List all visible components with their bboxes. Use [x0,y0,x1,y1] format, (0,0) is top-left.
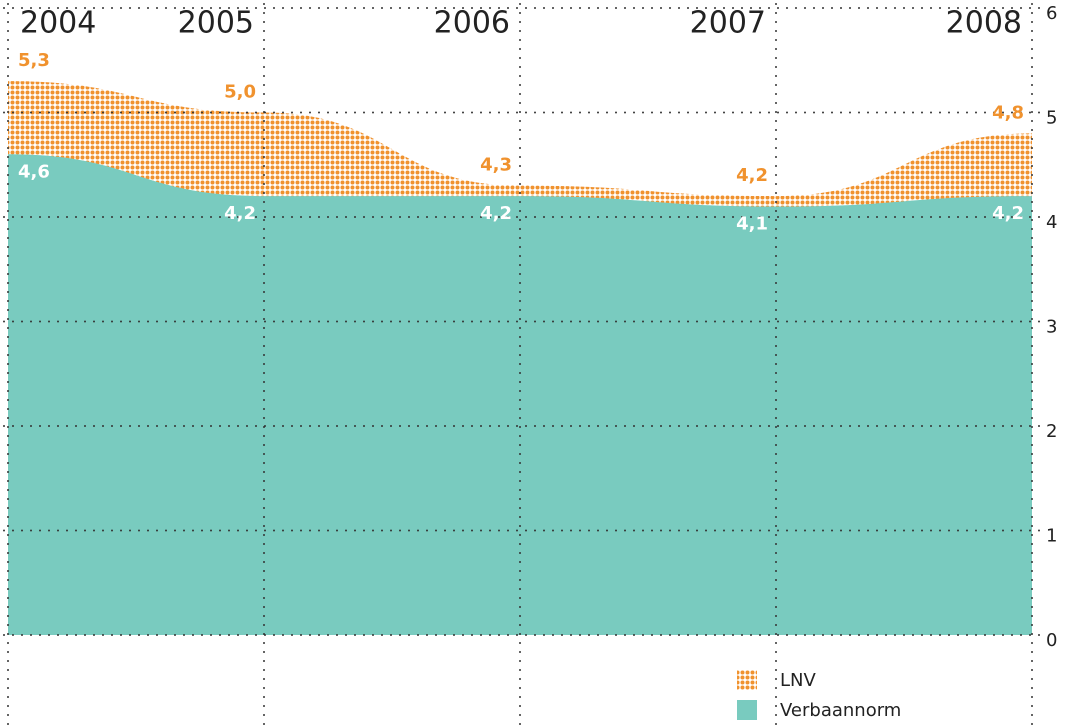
legend-swatch [737,700,757,720]
y-tick-label: 6 [1046,3,1057,24]
y-tick-label: 1 [1046,526,1057,547]
data-label: 4,2 [224,203,256,224]
data-label: 4,2 [992,203,1024,224]
data-label: 4,3 [480,155,512,176]
x-tick-label: 2008 [946,6,1022,41]
y-tick-label: 4 [1046,212,1057,233]
legend-swatch [737,670,757,690]
y-tick-label: 2 [1046,421,1057,442]
data-label: 5,3 [18,50,50,71]
y-tick-label: 0 [1046,630,1057,651]
data-label: 4,8 [992,102,1024,123]
x-tick-label: 2006 [434,6,510,41]
data-label: 5,0 [224,82,256,103]
legend-label: LNV [780,670,816,691]
data-label: 4,6 [18,161,50,182]
y-tick-label: 3 [1046,317,1057,338]
data-label: 4,2 [736,165,768,186]
y-tick-label: 5 [1046,108,1057,129]
x-tick-label: 2005 [178,6,254,41]
x-tick-label: 2004 [20,6,96,41]
data-label: 4,1 [736,214,768,235]
x-tick-label: 2007 [690,6,766,41]
areas [8,81,1032,636]
legend-label: Verbaannorm [780,700,901,721]
data-label: 4,2 [480,203,512,224]
